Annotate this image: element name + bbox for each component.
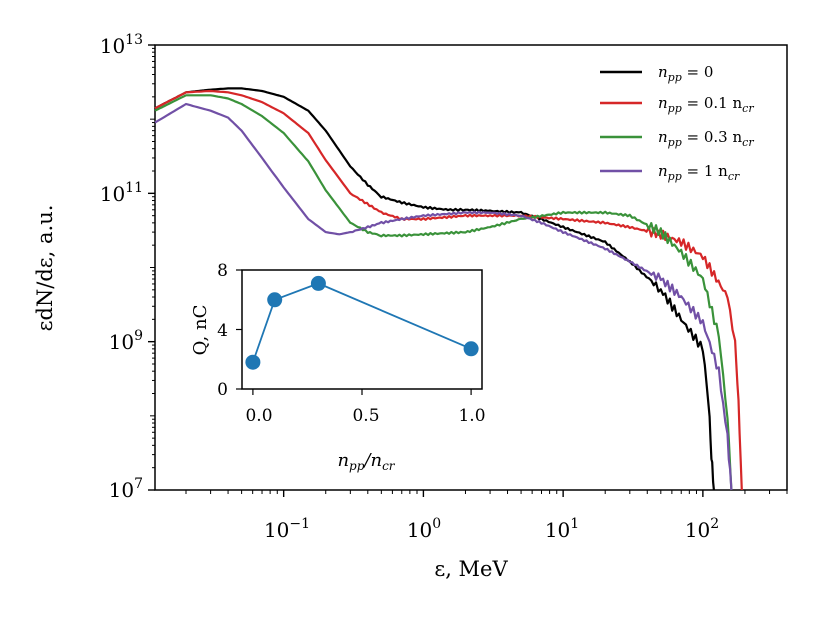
inset-x-tick-label: 0.0	[245, 406, 272, 426]
legend: npp = 0 npp = 0.1 ncr npp = 0.3 ncr npp …	[600, 63, 754, 183]
inset-series-line	[252, 282, 472, 363]
y-tick-label: 1013	[100, 32, 143, 58]
series-line	[154, 89, 743, 491]
x-axis-title: ε, MeV	[434, 557, 508, 581]
inset-data-point	[463, 341, 479, 357]
y-tick-label: 107	[109, 476, 143, 502]
legend-label: npp = 0	[658, 63, 713, 84]
legend-label: npp = 0.3 ncr	[658, 128, 754, 149]
inset-y-tick-label: 0	[217, 380, 228, 400]
inset-data-point	[245, 354, 261, 370]
y-tick-label: 1011	[100, 180, 143, 206]
x-tick-label: 101	[545, 516, 579, 542]
inset-background	[241, 269, 483, 390]
inset-data-point	[267, 292, 283, 308]
series-line	[154, 102, 733, 491]
x-tick-label: 10−1	[264, 516, 310, 542]
y-tick-label: 109	[109, 328, 143, 354]
y-axis-title: εdN/dε, a.u.	[33, 205, 57, 332]
y-tick-labels: 107 109 1011 1013	[100, 32, 143, 502]
main-ticks	[148, 44, 788, 497]
inset-chart: 0.0 0.5 1.0 0 4 8 npp/ncr Q, nC	[190, 261, 486, 473]
inset-y-tick-label: 8	[217, 261, 228, 281]
series-line	[154, 94, 733, 491]
x-tick-labels: 10−1 100 101 102	[264, 516, 719, 542]
inset-series	[245, 275, 479, 370]
main-series	[154, 87, 743, 491]
inset-x-tick-labels: 0.0 0.5 1.0	[245, 406, 485, 426]
inset-y-tick-labels: 0 4 8	[217, 261, 228, 400]
inset-y-axis-title: Q, nC	[190, 305, 211, 356]
x-tick-label: 102	[685, 516, 719, 542]
inset-x-tick-label: 0.5	[352, 406, 379, 426]
inset-ticks	[236, 269, 472, 395]
x-tick-label: 100	[407, 516, 441, 542]
inset-x-tick-label: 1.0	[458, 406, 485, 426]
legend-label: npp = 0.1 ncr	[658, 94, 754, 115]
inset-x-axis-title: npp/ncr	[337, 450, 395, 473]
inset-data-point	[310, 275, 326, 291]
legend-label: npp = 1 ncr	[658, 162, 740, 183]
inset-y-tick-label: 4	[217, 321, 228, 341]
